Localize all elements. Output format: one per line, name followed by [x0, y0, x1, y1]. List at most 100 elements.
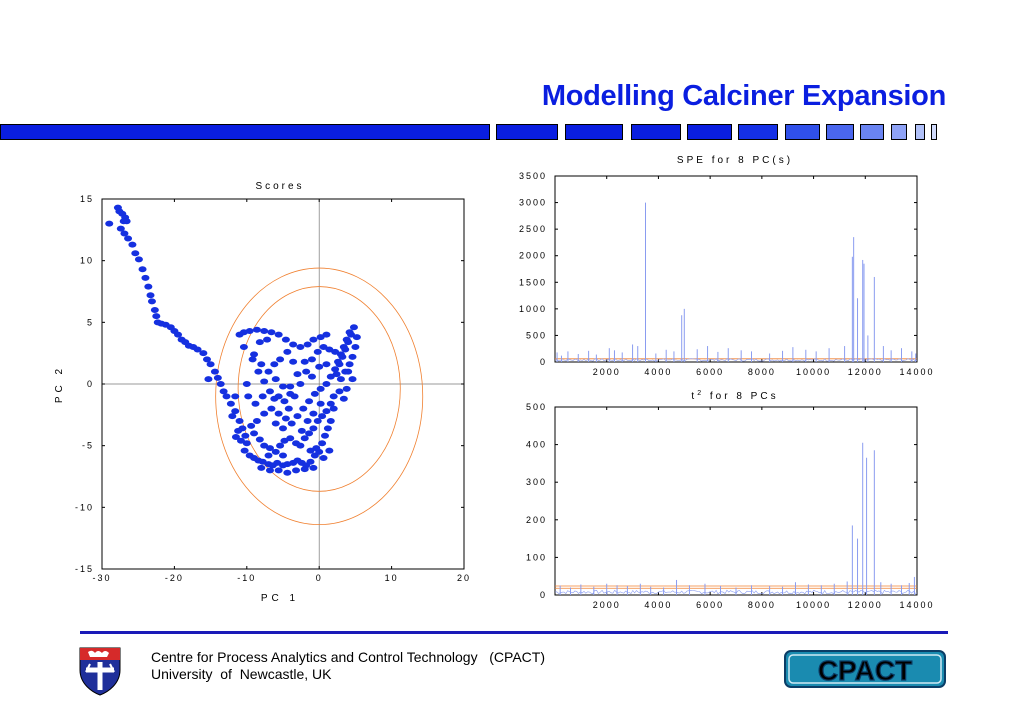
- score-point: [331, 348, 340, 355]
- score-point: [336, 351, 345, 358]
- bar-segment: [565, 124, 623, 140]
- score-point: [305, 430, 314, 437]
- t2-y-tick-label: 300: [526, 477, 547, 487]
- score-point: [323, 425, 332, 432]
- score-point: [315, 363, 324, 370]
- score-point: [303, 418, 312, 424]
- score-point: [206, 361, 215, 368]
- score-point: [258, 458, 267, 465]
- t2-y-tick-label: 200: [526, 515, 547, 525]
- score-point: [319, 344, 328, 350]
- score-point: [318, 440, 327, 447]
- score-point: [257, 361, 266, 368]
- score-point: [260, 327, 269, 334]
- score-point: [344, 368, 353, 375]
- score-point: [339, 395, 348, 402]
- score-point: [141, 274, 150, 281]
- score-point: [222, 393, 231, 400]
- score-point: [247, 422, 256, 429]
- score-point: [204, 376, 213, 383]
- scores-y-tick-label: -10: [75, 502, 94, 512]
- score-point: [281, 336, 290, 343]
- t2-x-tick-label: 12000: [848, 600, 883, 610]
- score-point: [296, 344, 305, 350]
- score-point: [150, 307, 159, 313]
- bar-segment: [931, 124, 937, 140]
- spe-y-tick-label: 1000: [519, 304, 547, 314]
- t2-title: t2 for 8 PCs: [691, 390, 778, 402]
- score-point: [345, 361, 354, 368]
- spe-y-tick-label: 2500: [519, 224, 547, 234]
- bar-segment: [738, 124, 778, 140]
- scores-x-tick-label: -30: [92, 573, 111, 583]
- score-point: [263, 336, 272, 343]
- score-point: [267, 329, 276, 336]
- score-point: [138, 266, 147, 273]
- scores-x-tick-label: -20: [165, 573, 184, 583]
- score-point: [234, 427, 243, 434]
- score-point: [290, 393, 299, 400]
- score-point: [146, 292, 155, 299]
- spe-y-tick-label: 0: [540, 357, 547, 367]
- score-point: [349, 324, 358, 331]
- t2-x-tick-label: 14000: [899, 600, 934, 610]
- bar-segment: [891, 124, 907, 140]
- score-point: [316, 334, 325, 341]
- spe-y-tick-label: 3500: [519, 171, 547, 181]
- t2-x-tick-label: 6000: [696, 600, 724, 610]
- scores-y-tick-label: 0: [87, 379, 94, 389]
- score-point: [202, 356, 211, 363]
- score-point: [244, 393, 253, 400]
- score-point: [216, 381, 225, 387]
- footer-rule: [80, 631, 948, 634]
- score-point: [116, 225, 125, 232]
- score-point: [339, 344, 348, 350]
- score-point: [332, 371, 341, 378]
- spe-x-tick-label: 14000: [899, 367, 934, 377]
- score-point: [260, 378, 269, 385]
- score-point: [267, 405, 276, 412]
- university-crest-icon: [79, 647, 121, 696]
- confidence-ellipse-1: [215, 267, 424, 525]
- score-point: [351, 344, 360, 350]
- score-point: [242, 381, 251, 387]
- score-point: [322, 361, 331, 368]
- spe-title: SPE for 8 PC(s): [677, 155, 793, 166]
- score-point: [303, 341, 312, 348]
- score-point: [326, 418, 335, 424]
- score-point: [270, 361, 279, 368]
- t2-chart: t2 for 8 PCs 2000 4000 6000 8000 10000 12000 1…: [526, 390, 934, 610]
- spe-frame: [554, 175, 918, 363]
- slide-title: Modelling Calciner Expansion: [541, 80, 946, 112]
- score-point: [293, 413, 302, 420]
- cpact-logo-text: CPACT: [818, 655, 912, 686]
- t2-x-tick-label: 2000: [593, 600, 621, 610]
- score-point: [345, 329, 354, 336]
- t2-x-tick-label: 4000: [644, 600, 672, 610]
- confidence-ellipse-2: [237, 286, 401, 492]
- score-point: [257, 464, 266, 471]
- score-point: [239, 344, 248, 350]
- score-point: [322, 408, 331, 415]
- score-point: [280, 437, 289, 444]
- score-point: [329, 393, 338, 400]
- score-point: [313, 348, 322, 355]
- scores-title: Scores: [255, 181, 304, 192]
- t2-y-tick-label: 500: [526, 402, 547, 412]
- score-point: [252, 326, 261, 333]
- score-point: [326, 400, 335, 407]
- bar-segment: [687, 124, 732, 140]
- score-point: [286, 383, 295, 390]
- score-point: [331, 366, 340, 373]
- score-point: [322, 381, 331, 387]
- scores-x-tick-label: 20: [457, 573, 471, 583]
- score-point: [119, 218, 128, 225]
- score-point: [299, 405, 308, 412]
- spe-y-tick-label: 500: [526, 330, 547, 340]
- score-point: [326, 373, 335, 380]
- score-point: [248, 356, 257, 363]
- t2-y-tick-label: 0: [540, 590, 547, 600]
- score-point: [265, 388, 274, 395]
- score-point: [260, 442, 269, 449]
- score-point: [306, 458, 315, 465]
